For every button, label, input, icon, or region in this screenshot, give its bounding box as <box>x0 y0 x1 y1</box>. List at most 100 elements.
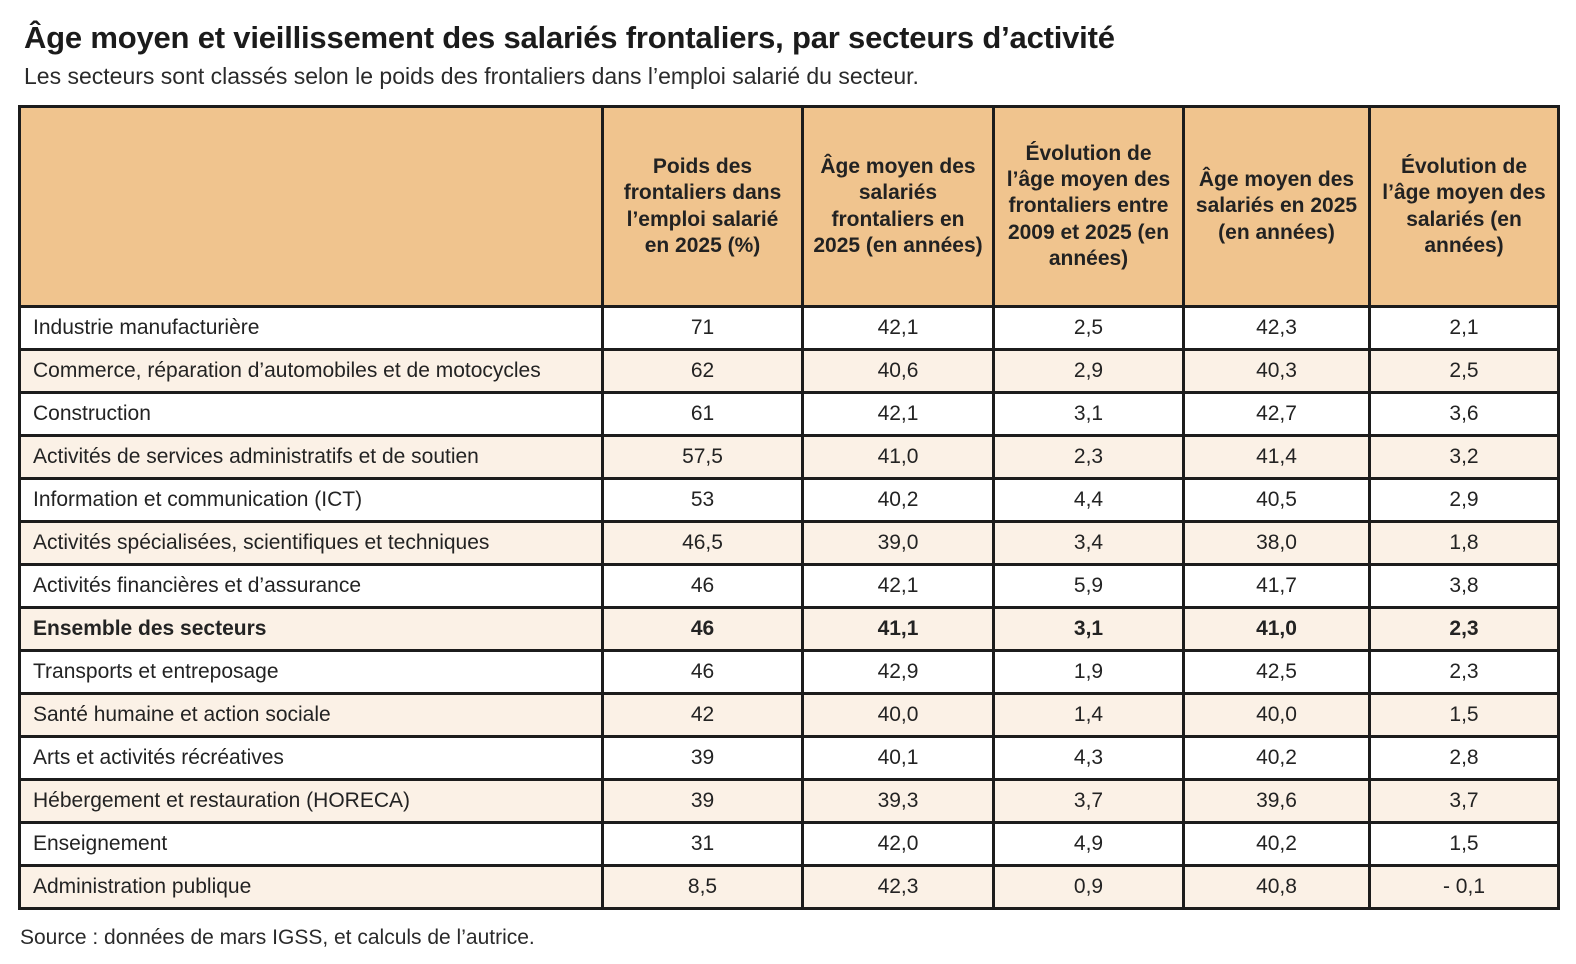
value-cell: 2,8 <box>1368 735 1560 781</box>
sector-label: Industrie manufacturière <box>18 305 604 351</box>
value-cell: 41,1 <box>801 606 995 652</box>
value-cell: 1,5 <box>1368 692 1560 738</box>
table-row: Activités spécialisées, scientifiques et… <box>18 520 1560 566</box>
table-row: Hébergement et restauration (HORECA) 39 39… <box>18 778 1560 824</box>
value-cell: 3,4 <box>992 520 1185 566</box>
table-row: Enseignement 31 42,0 4,9 40,2 1,5 <box>18 821 1560 867</box>
value-cell: 42,1 <box>801 391 995 437</box>
value-cell: 57,5 <box>601 434 804 480</box>
sector-label: Activités spécialisées, scientifiques et… <box>18 520 604 566</box>
value-cell: 5,9 <box>992 563 1185 609</box>
value-cell: 46 <box>601 649 804 695</box>
page-title: Âge moyen et vieillissement des salariés… <box>24 20 1115 55</box>
value-cell: 39,3 <box>801 778 995 824</box>
header-cell-evolution-frontaliers: Évolution de l’âge moyen des frontaliers… <box>992 105 1185 308</box>
table-row: Activités de services administratifs et … <box>18 434 1560 480</box>
value-cell: 42,7 <box>1182 391 1371 437</box>
value-cell: 46 <box>601 563 804 609</box>
table-row: Activités financières et d’assurance 46 42… <box>18 563 1560 609</box>
table-row: Commerce, réparation d’automobiles et de… <box>18 348 1560 394</box>
value-cell: 2,5 <box>1368 348 1560 394</box>
value-cell: 3,1 <box>992 606 1185 652</box>
value-cell: 40,5 <box>1182 477 1371 523</box>
page-subtitle: Les secteurs sont classés selon le poids… <box>24 63 919 89</box>
sector-label: Ensemble des secteurs <box>18 606 604 652</box>
value-cell: 1,5 <box>1368 821 1560 867</box>
table-row: Information et communication (ICT) 53 40,2… <box>18 477 1560 523</box>
header-cell-age-salaries: Âge moyen des salariés en 2025 (en année… <box>1182 105 1371 308</box>
value-cell: 41,4 <box>1182 434 1371 480</box>
value-cell: 3,7 <box>1368 778 1560 824</box>
value-cell: 3,6 <box>1368 391 1560 437</box>
value-cell: 42 <box>601 692 804 738</box>
value-cell: 2,9 <box>992 348 1185 394</box>
value-cell: 3,7 <box>992 778 1185 824</box>
value-cell: 2,3 <box>1368 606 1560 652</box>
value-cell: 40,2 <box>1182 821 1371 867</box>
table-row: Ensemble des secteurs 46 41,1 3,1 41,0 2,3 <box>18 606 1560 652</box>
value-cell: 41,0 <box>1182 606 1371 652</box>
value-cell: 42,3 <box>1182 305 1371 351</box>
header-row: Poids des frontaliers dans l’emploi sala… <box>18 105 1560 308</box>
table-header: Poids des frontaliers dans l’emploi sala… <box>18 105 1560 308</box>
sector-label: Santé humaine et action sociale <box>18 692 604 738</box>
sector-label: Arts et activités récréatives <box>18 735 604 781</box>
sector-age-table: Poids des frontaliers dans l’emploi sala… <box>18 105 1560 910</box>
value-cell: 40,3 <box>1182 348 1371 394</box>
sector-label: Commerce, réparation d’automobiles et de… <box>18 348 604 394</box>
value-cell: 39 <box>601 735 804 781</box>
header-cell-age-frontaliers: Âge moyen des salariés frontaliers en 20… <box>801 105 995 308</box>
value-cell: 40,2 <box>1182 735 1371 781</box>
value-cell: 4,3 <box>992 735 1185 781</box>
value-cell: 62 <box>601 348 804 394</box>
header-cell-sector <box>18 105 604 308</box>
value-cell: 2,3 <box>1368 649 1560 695</box>
value-cell: 40,1 <box>801 735 995 781</box>
sector-label: Activités de services administratifs et … <box>18 434 604 480</box>
source-note: Source : données de mars IGSS, et calcul… <box>20 926 535 949</box>
sector-label: Enseignement <box>18 821 604 867</box>
value-cell: 4,4 <box>992 477 1185 523</box>
value-cell: 4,9 <box>992 821 1185 867</box>
value-cell: 1,8 <box>1368 520 1560 566</box>
value-cell: 42,3 <box>801 864 995 910</box>
value-cell: 38,0 <box>1182 520 1371 566</box>
table-row: Transports et entreposage 46 42,9 1,9 42,5 2,… <box>18 649 1560 695</box>
table-body: Industrie manufacturière 71 42,1 2,5 42,3 2,1… <box>18 305 1560 910</box>
table-row: Santé humaine et action sociale 42 40,0 1,4… <box>18 692 1560 738</box>
value-cell: 40,8 <box>1182 864 1371 910</box>
value-cell: 46 <box>601 606 804 652</box>
sector-label: Information et communication (ICT) <box>18 477 604 523</box>
value-cell: 42,1 <box>801 563 995 609</box>
value-cell: 53 <box>601 477 804 523</box>
value-cell: 40,6 <box>801 348 995 394</box>
value-cell: 2,3 <box>992 434 1185 480</box>
header-cell-poids-frontaliers: Poids des frontaliers dans l’emploi sala… <box>601 105 804 308</box>
value-cell: 2,5 <box>992 305 1185 351</box>
value-cell: 42,5 <box>1182 649 1371 695</box>
value-cell: 8,5 <box>601 864 804 910</box>
table-row: Construction 61 42,1 3,1 42,7 3,6 <box>18 391 1560 437</box>
sector-label: Construction <box>18 391 604 437</box>
value-cell: 39 <box>601 778 804 824</box>
value-cell: 39,6 <box>1182 778 1371 824</box>
value-cell: 39,0 <box>801 520 995 566</box>
value-cell: 40,0 <box>801 692 995 738</box>
value-cell: 42,1 <box>801 305 995 351</box>
value-cell: 0,9 <box>992 864 1185 910</box>
value-cell: 3,2 <box>1368 434 1560 480</box>
value-cell: 61 <box>601 391 804 437</box>
value-cell: 71 <box>601 305 804 351</box>
sector-label: Administration publique <box>18 864 604 910</box>
value-cell: 41,0 <box>801 434 995 480</box>
table-row: Administration publique 8,5 42,3 0,9 40,8- 0… <box>18 864 1560 910</box>
sector-label: Transports et entreposage <box>18 649 604 695</box>
value-cell: 2,1 <box>1368 305 1560 351</box>
value-cell: 42,0 <box>801 821 995 867</box>
value-cell: 3,8 <box>1368 563 1560 609</box>
sector-label: Hébergement et restauration (HORECA) <box>18 778 604 824</box>
table-row: Industrie manufacturière 71 42,1 2,5 42,3 2,1 <box>18 305 1560 351</box>
value-cell: 42,9 <box>801 649 995 695</box>
value-cell: - 0,1 <box>1368 864 1560 910</box>
